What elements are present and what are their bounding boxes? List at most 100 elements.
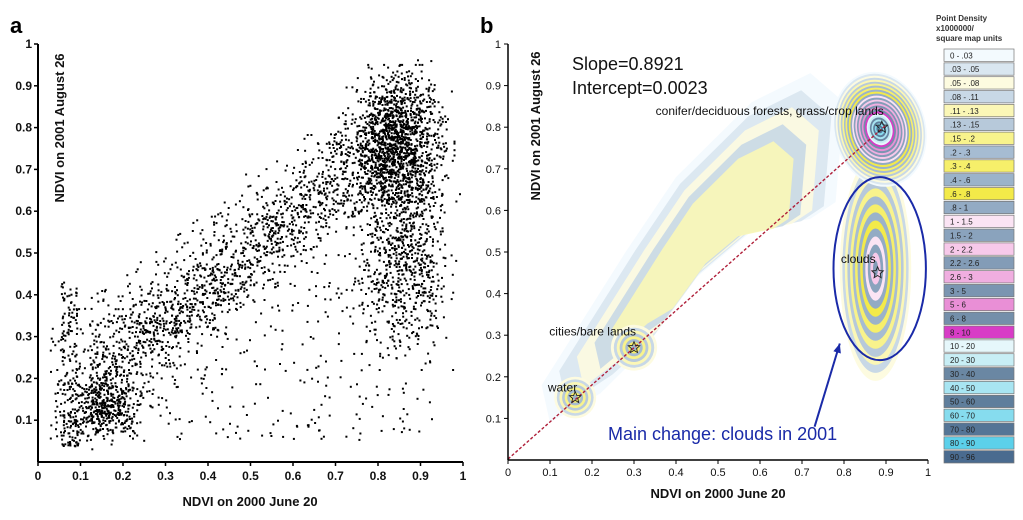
scatter-point — [418, 319, 421, 322]
scatter-point — [235, 223, 238, 226]
scatter-point — [412, 125, 415, 128]
scatter-point — [336, 188, 339, 191]
scatter-point — [330, 178, 333, 180]
scatter-point — [374, 234, 377, 236]
scatter-point — [111, 415, 114, 418]
scatter-point — [390, 292, 393, 295]
scatter-point — [390, 75, 393, 78]
scatter-point — [342, 192, 345, 195]
scatter-point — [376, 182, 379, 185]
scatter-point — [169, 300, 172, 303]
scatter-point — [396, 146, 399, 149]
scatter-point — [120, 413, 123, 416]
scatter-point — [410, 127, 413, 130]
scatter-point — [109, 372, 112, 375]
scatter-point — [410, 225, 413, 228]
scatter-point — [299, 253, 302, 256]
scatter-point — [367, 104, 370, 107]
scatter-point — [385, 282, 388, 285]
scatter-point — [420, 258, 422, 261]
scatter-point — [126, 374, 129, 377]
scatter-point — [368, 115, 370, 118]
scatter-point — [351, 194, 354, 197]
scatter-point — [389, 336, 392, 339]
scatter-point — [83, 348, 86, 351]
scatter-point — [76, 410, 79, 413]
scatter-point — [217, 298, 220, 301]
scatter-point — [93, 388, 96, 391]
scatter-point — [120, 366, 123, 369]
scatter-point — [60, 338, 63, 341]
scatter-point — [358, 186, 361, 189]
scatter-point — [276, 250, 279, 253]
scatter-point — [115, 375, 117, 378]
scatter-point — [99, 388, 102, 391]
scatter-point — [418, 188, 421, 190]
scatter-point — [66, 295, 69, 298]
scatter-point — [369, 275, 372, 278]
scatter-point — [321, 202, 324, 204]
scatter-point — [200, 344, 203, 347]
scatter-point — [149, 375, 152, 378]
y-tick-label: 0.4 — [486, 289, 501, 301]
scatter-point — [294, 209, 297, 212]
scatter-point — [362, 312, 365, 315]
scatter-point — [231, 282, 234, 285]
scatter-point — [395, 318, 398, 321]
scatter-point — [250, 273, 253, 276]
scatter-point — [420, 198, 423, 200]
scatter-point — [398, 253, 401, 256]
scatter-point — [384, 146, 387, 149]
scatter-point — [291, 309, 294, 312]
scatter-point — [264, 217, 267, 220]
scatter-point — [394, 121, 396, 124]
scatter-point — [55, 428, 57, 431]
scatter-point — [379, 341, 382, 344]
scatter-point — [311, 377, 314, 380]
scatter-point — [201, 253, 204, 256]
scatter-point — [359, 129, 362, 132]
scatter-point — [231, 278, 234, 281]
scatter-point — [259, 383, 262, 386]
scatter-point — [380, 175, 383, 177]
scatter-point — [399, 90, 402, 93]
scatter-point — [436, 240, 439, 243]
scatter-point — [386, 125, 389, 128]
scatter-point — [89, 345, 92, 348]
scatter-point — [144, 354, 147, 357]
scatter-point — [394, 199, 397, 202]
scatter-point — [242, 405, 245, 408]
scatter-point — [373, 151, 376, 154]
scatter-point — [402, 119, 405, 122]
scatter-point — [178, 355, 181, 358]
scatter-point — [376, 133, 379, 136]
scatter-point — [313, 184, 316, 187]
scatter-point — [381, 286, 384, 289]
scatter-point — [174, 297, 176, 299]
scatter-point — [320, 203, 323, 206]
scatter-point — [417, 121, 419, 124]
scatter-point — [128, 372, 131, 375]
scatter-point — [392, 139, 395, 141]
scatter-point — [394, 180, 397, 183]
scatter-point — [359, 182, 362, 185]
scatter-point — [317, 380, 319, 383]
scatter-point — [396, 227, 399, 230]
scatter-point — [433, 222, 435, 225]
scatter-point — [440, 164, 443, 167]
scatter-point — [64, 339, 67, 342]
scatter-point — [97, 335, 100, 338]
scatter-point — [377, 311, 380, 314]
scatter-point — [383, 231, 386, 234]
scatter-point — [173, 324, 176, 327]
scatter-point — [371, 203, 374, 206]
annotation-label: cities/bare lands — [549, 325, 636, 339]
scatter-point — [268, 270, 271, 272]
scatter-point — [68, 398, 71, 400]
scatter-point — [291, 233, 294, 236]
scatter-point — [196, 352, 198, 354]
scatter-point — [320, 225, 323, 228]
scatter-point — [283, 271, 286, 273]
scatter-point — [165, 287, 168, 290]
scatter-point — [337, 130, 340, 133]
